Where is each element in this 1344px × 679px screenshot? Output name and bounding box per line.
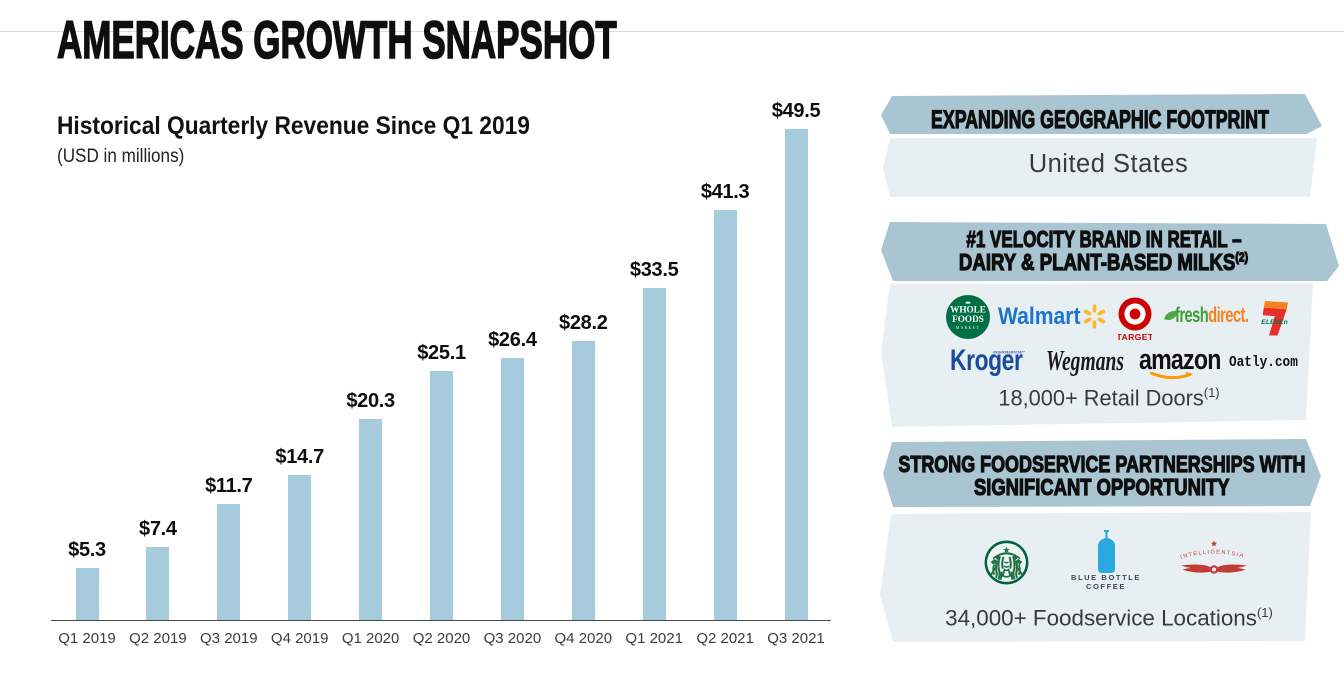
svg-text:FRESH FOR EVERYONE™: FRESH FOR EVERYONE™ — [993, 351, 1025, 355]
svg-text:TARGET: TARGET — [1118, 332, 1152, 342]
svg-text:INTELLIGENTSIA: INTELLIGENTSIA — [1180, 549, 1245, 560]
svg-text:ELEVEn: ELEVEn — [1261, 319, 1287, 326]
svg-text:WHOLE: WHOLE — [950, 305, 986, 315]
svg-text:FOODS: FOODS — [952, 314, 984, 324]
svg-text:MARKET: MARKET — [956, 326, 980, 330]
